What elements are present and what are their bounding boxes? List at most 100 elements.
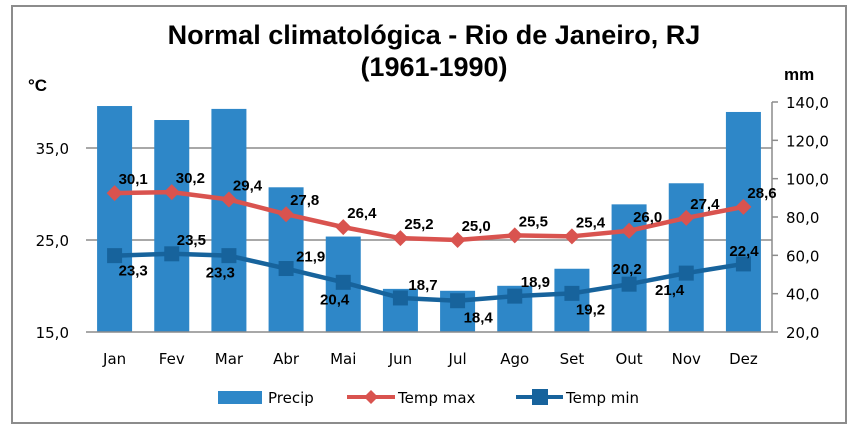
- temp-min-data-label: 20,4: [320, 291, 350, 308]
- precip-bar-mar: [211, 108, 247, 333]
- legend: Precip Temp max Temp min: [218, 389, 639, 407]
- temp-max-data-label: 26,0: [633, 209, 662, 226]
- temp-max-series: [106, 184, 752, 248]
- temp-max-marker-set: [563, 228, 580, 245]
- temp-min-marker-ago: [507, 288, 523, 304]
- legend-swatch-precip: [218, 391, 262, 404]
- category-label-ago: Ago: [500, 350, 529, 368]
- left-axis-tick-label: 15,0: [36, 324, 69, 342]
- temp-max-marker-out: [621, 222, 638, 239]
- temp-min-marker-out: [621, 276, 637, 292]
- temp-max-data-label: 28,6: [747, 185, 776, 202]
- temp-min-line: [114, 251, 744, 303]
- temp-max-data-label: 25,2: [404, 216, 433, 233]
- temp-min-series: [107, 246, 751, 309]
- temp-min-data-label: 22,4: [729, 243, 759, 260]
- temp-min-data-label: 18,4: [464, 310, 494, 327]
- temp-max-line: [114, 189, 744, 243]
- temp-max-marker-mar: [220, 191, 237, 208]
- legend-label-temp-min: Temp min: [565, 389, 639, 407]
- temp-min-marker-dez: [735, 256, 751, 272]
- temp-min-data-label: 18,7: [408, 277, 437, 294]
- temp-min-data-label: 21,4: [655, 282, 685, 299]
- temp-min-marker-mai: [335, 274, 351, 290]
- category-label-fev: Fev: [159, 350, 185, 368]
- right-axis-tick-label: 60,0: [786, 247, 819, 265]
- right-axis-tick-label: 80,0: [786, 209, 819, 227]
- category-axis-labels: Jan Fev Mar Abr Mai Jun Jul Ago Set Out Nov Dez: [102, 350, 758, 368]
- right-axis-unit-label: mm: [784, 65, 814, 84]
- precip-bar-jan: [97, 106, 133, 333]
- temp-min-marker-abr: [278, 261, 294, 277]
- temp-min-data-label: 19,2: [576, 301, 605, 318]
- category-label-jun: Jun: [388, 350, 412, 368]
- temp-max-marker-jul: [449, 232, 466, 248]
- temp-max-marker-mai: [335, 219, 352, 236]
- chart-title: Normal climatológica - Rio de Janeiro, R…: [168, 20, 701, 82]
- temp-max-data-label: 30,1: [119, 171, 148, 188]
- precip-bar-dez: [725, 111, 761, 332]
- temp-min-data-label: 20,2: [612, 261, 641, 278]
- temp-max-data-label: 25,5: [519, 213, 548, 230]
- temp-min-marker-jan: [107, 248, 123, 264]
- temp-min-marker-fev: [164, 246, 180, 262]
- precip-bar-nov: [668, 183, 704, 332]
- right-axis-tick-label: 140,0: [786, 94, 829, 112]
- left-axis-tick-label: 25,0: [36, 232, 69, 250]
- right-axis-tick-label: 120,0: [786, 132, 829, 150]
- temp-min-data-labels: 23,323,523,321,920,418,718,418,919,220,2…: [119, 232, 760, 327]
- category-label-abr: Abr: [273, 350, 300, 368]
- left-axis-unit-label: °C: [28, 76, 47, 95]
- temp-max-marker-abr: [278, 206, 295, 223]
- legend-label-temp-max: Temp max: [397, 389, 476, 407]
- temp-max-marker-fev: [163, 184, 180, 201]
- category-label-set: Set: [560, 350, 585, 368]
- category-label-out: Out: [615, 350, 642, 368]
- left-axis-ticks: 15,0 25,0 35,0: [36, 140, 69, 342]
- temp-max-marker-jun: [392, 230, 409, 247]
- legend-item-temp-max: Temp max: [347, 389, 476, 407]
- temp-min-marker-mar: [221, 248, 237, 264]
- legend-item-precip: Precip: [218, 389, 314, 407]
- category-label-mai: Mai: [330, 350, 356, 368]
- temp-min-data-label: 23,5: [177, 232, 206, 249]
- legend-item-temp-min: Temp min: [516, 389, 639, 407]
- category-label-dez: Dez: [729, 350, 758, 368]
- right-axis-tick-label: 40,0: [786, 286, 819, 304]
- temp-max-marker-dez: [735, 198, 752, 215]
- temp-min-marker-jul: [450, 293, 466, 309]
- left-axis-tick-label: 35,0: [36, 140, 69, 158]
- right-axis-tick-label: 100,0: [786, 171, 829, 189]
- temp-min-data-label: 21,9: [296, 249, 325, 266]
- category-label-jul: Jul: [448, 350, 467, 368]
- temp-max-data-label: 27,4: [690, 196, 720, 213]
- temp-min-data-label: 23,3: [119, 263, 148, 280]
- legend-square-marker-icon: [532, 389, 548, 405]
- chart-title-line1: Normal climatológica - Rio de Janeiro, R…: [168, 20, 701, 50]
- legend-label-precip: Precip: [268, 389, 314, 407]
- temp-max-data-label: 27,8: [290, 192, 319, 209]
- right-axis-tick-label: 20,0: [786, 324, 819, 342]
- category-label-mar: Mar: [215, 350, 244, 368]
- temp-max-data-label: 25,0: [462, 218, 491, 235]
- temp-max-data-label: 29,4: [233, 178, 263, 195]
- chart-title-line2: (1961-1990): [360, 52, 507, 82]
- temp-max-data-label: 25,4: [576, 214, 606, 231]
- temp-min-data-label: 18,9: [521, 274, 550, 291]
- category-label-nov: Nov: [672, 350, 701, 368]
- temp-min-data-label: 23,3: [206, 265, 235, 282]
- temp-max-marker-jan: [106, 185, 123, 202]
- precip-bar-fev: [154, 120, 190, 333]
- category-label-jan: Jan: [102, 350, 126, 368]
- temp-min-marker-nov: [678, 265, 694, 281]
- temp-min-marker-set: [564, 285, 580, 301]
- temp-max-data-label: 30,2: [176, 170, 205, 187]
- legend-diamond-marker-icon: [364, 390, 378, 404]
- temp-max-marker-ago: [506, 227, 523, 244]
- temp-max-marker-nov: [678, 209, 695, 226]
- temp-max-data-labels: 30,1 30,2 29,4 27,8 26,4 25,2 25,0 25,5 25,4 26,0…: [119, 170, 777, 235]
- right-axis: 20,0 40,0 60,0 80,0 100,0 120,0 140,0: [771, 94, 829, 342]
- temp-min-marker-jun: [392, 290, 408, 306]
- temp-max-data-label: 26,4: [347, 205, 377, 222]
